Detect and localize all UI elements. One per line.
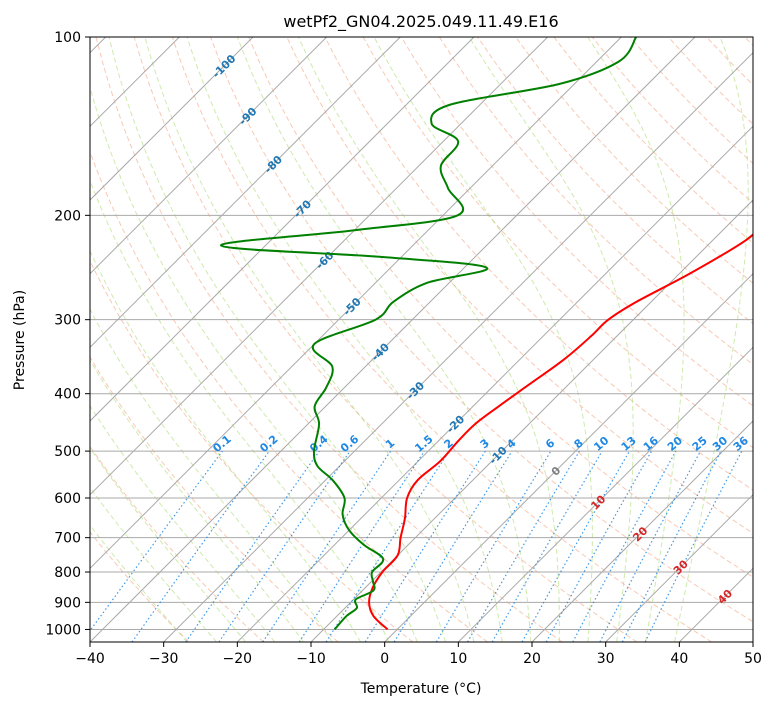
plot-frame [89, 36, 754, 643]
dry-adiabat [171, 37, 712, 642]
mixing-ratio-line [298, 450, 425, 642]
moist-adiabat [90, 359, 304, 642]
moist-adiabat [144, 37, 475, 642]
isotherm [90, 37, 696, 642]
mixing-ratio-line [521, 450, 631, 642]
mixing-ratio-line [218, 450, 351, 642]
y-tick-label: 100 [54, 30, 81, 46]
dry-adiabat [400, 37, 753, 407]
moist-adiabat [674, 37, 749, 642]
mixing-ratio-line [185, 450, 320, 642]
mixing-ratio-line [644, 450, 743, 642]
y-tick-label: 300 [54, 313, 81, 329]
y-tick-label: 500 [54, 444, 81, 460]
dry-adiabat [210, 37, 753, 623]
isotherm [310, 199, 753, 642]
y-axis-title: Pressure (hPa) [12, 290, 28, 390]
y-tick-label: 900 [54, 595, 81, 611]
isotherm [605, 493, 753, 642]
moist-adiabat [90, 308, 333, 642]
isotherm [90, 37, 254, 201]
axis-ticks: −40 −30 −20 −10 0 10 20 30 40 50 100 200 300 400 500 60… [45, 30, 762, 667]
dry-adiabat [438, 37, 753, 366]
x-tick-label: 40 [670, 651, 688, 667]
mixing-ratio-line [325, 450, 450, 642]
mixing-ratio-line [90, 450, 223, 632]
dewpoint-profile-line [220, 37, 637, 631]
temperature-profile-line [368, 233, 753, 631]
y-tick-label: 200 [54, 208, 81, 224]
isotherm [163, 51, 753, 642]
y-tick-label: 800 [54, 565, 81, 581]
mixing-ratio-line [545, 450, 653, 642]
x-tick-label: −30 [149, 651, 179, 667]
mixing-ratio-line [572, 450, 677, 642]
mixing-ratio-line [262, 450, 392, 642]
y-tick-label: 400 [54, 387, 81, 403]
x-tick-label: 0 [380, 651, 389, 667]
x-tick-label: 50 [744, 651, 762, 667]
dry-adiabat [90, 150, 488, 642]
y-tick-label: 600 [54, 491, 81, 507]
dry-adiabat [90, 356, 339, 642]
dry-adiabat [515, 37, 753, 284]
moist-adiabat [90, 179, 390, 642]
moist-adiabat [90, 447, 247, 642]
x-tick-label: −10 [296, 651, 326, 667]
moist-adiabat [186, 37, 503, 642]
moist-adiabat [90, 404, 276, 642]
y-tick-label: 1000 [45, 622, 81, 638]
dry-adiabat [90, 445, 264, 642]
moist-adiabat [373, 37, 593, 642]
x-tick-label: −20 [223, 651, 253, 667]
isotherm [90, 37, 549, 496]
isotherm [90, 37, 622, 570]
moist-adiabat [108, 37, 447, 642]
background-lines [90, 37, 753, 642]
y-tick-label: 700 [54, 531, 81, 547]
isotherm [90, 37, 401, 349]
x-axis-title: Temperature (°C) [360, 681, 482, 697]
chart-title: wetPf2_GN04.2025.049.11.49.E16 [283, 12, 558, 32]
moist-adiabat [587, 37, 685, 642]
x-tick-label: 20 [523, 651, 541, 667]
isotherm [236, 125, 753, 642]
x-tick-label: 30 [597, 651, 615, 667]
mixing-ratio-line [393, 450, 513, 642]
dry-adiabat [324, 37, 753, 491]
dry-adiabat [248, 37, 753, 578]
isotherm [90, 37, 328, 275]
dry-adiabat [95, 37, 563, 642]
dry-adiabat [90, 531, 190, 642]
isotherm [90, 37, 475, 422]
isotherm [384, 272, 753, 642]
isotherm [531, 420, 753, 642]
x-tick-label: −40 [75, 651, 105, 667]
isotherm [457, 346, 753, 642]
profile-series [220, 37, 753, 631]
x-tick-label: 10 [449, 651, 467, 667]
dry-adiabat [133, 37, 638, 642]
mixing-ratio-line [131, 450, 270, 642]
